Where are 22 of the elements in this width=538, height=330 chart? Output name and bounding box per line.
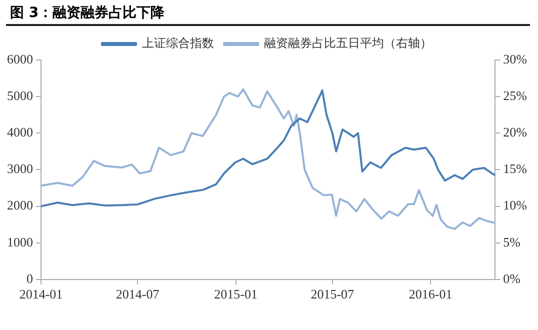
y-tick-label: 3000	[7, 161, 33, 176]
y-tick-label: 0	[26, 270, 33, 286]
y2-tick-label: 30%	[503, 51, 528, 66]
x-tick-label: 2016-01	[408, 286, 452, 302]
y2-tick-label: 10%	[503, 198, 528, 213]
chart-title: 图 3：融资融券占比下降	[6, 4, 530, 26]
y2-tick-label: 25%	[503, 88, 528, 103]
x-tick-label: 2014-07	[116, 286, 160, 302]
legend-label: 融资融券占比五日平均（右轴）	[264, 36, 432, 50]
y-tick-label: 1000	[7, 234, 33, 250]
x-tick-label: 2015-01	[214, 286, 258, 302]
y-tick-label: 4000	[7, 124, 33, 140]
y2-tick-label: 15%	[503, 161, 528, 176]
y2-tick-label: 0%	[503, 270, 521, 286]
y-tick-label: 5000	[7, 88, 33, 103]
y2-tick-label: 20%	[503, 124, 528, 140]
legend-label: 上证综合指数	[142, 36, 214, 50]
x-tick-label: 2015-07	[310, 286, 355, 302]
y-tick-label: 2000	[7, 198, 33, 213]
y2-tick-label: 5%	[503, 234, 521, 250]
x-tick-label: 2014-01	[19, 286, 63, 302]
y-tick-label: 6000	[7, 51, 33, 66]
